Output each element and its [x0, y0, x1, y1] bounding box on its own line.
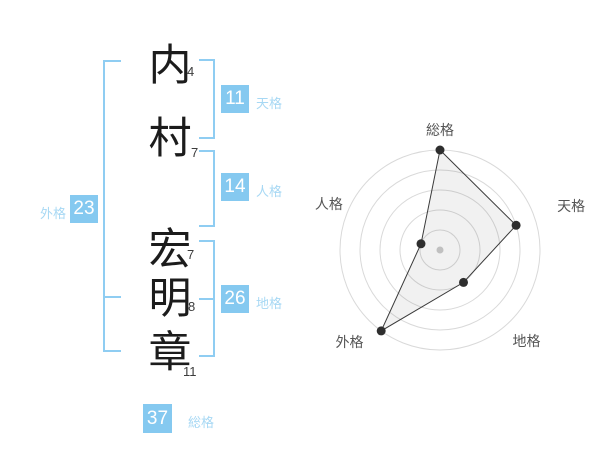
radar-point: [511, 220, 521, 230]
jinkaku-bracket-tick-top: [199, 150, 215, 152]
gaikaku-value-box: 23: [70, 195, 98, 223]
chikaku-bracket-tick-mid: [199, 298, 215, 300]
name-char-5: 章: [148, 329, 192, 377]
stroke-count-5: 11: [183, 364, 197, 379]
radar-point: [435, 145, 445, 155]
tenkaku-label: 天格: [256, 96, 283, 111]
stroke-count-1: 4: [187, 64, 195, 79]
gaikaku-bracket-tick-bottom: [103, 350, 121, 352]
name-char-1: 内: [148, 42, 192, 90]
radar-axis-label: 人格: [315, 196, 343, 212]
radar-center-dot: [436, 246, 444, 254]
radar-grid-ring: [379, 189, 501, 311]
soukaku-label: 総格: [188, 415, 215, 430]
jinkaku-bracket-line: [213, 150, 215, 227]
name-char-4: 明: [148, 275, 192, 323]
chikaku-bracket-tick-bottom: [199, 355, 215, 357]
gaikaku-bracket-tick-mid: [103, 296, 121, 298]
stroke-count-3: 7: [187, 247, 195, 262]
radar-point: [376, 326, 386, 336]
tenkaku-bracket-tick-bottom: [199, 137, 215, 139]
radar-axis-label: 外格: [336, 334, 364, 350]
soukaku-value-box: 37: [143, 404, 172, 433]
name-char-3: 宏: [148, 226, 192, 274]
radar-axis-label: 天格: [557, 198, 585, 214]
tenkaku-bracket-line: [213, 59, 215, 139]
gaikaku-bracket-tick-top: [103, 60, 121, 62]
radar-polygon: [380, 148, 517, 333]
stroke-count-2: 7: [191, 145, 199, 160]
chikaku-value-box: 26: [221, 285, 249, 313]
radar-grid-ring: [359, 169, 521, 331]
gaikaku-label: 外格: [39, 206, 66, 221]
radar-grid-ring: [419, 229, 461, 271]
tenkaku-bracket-tick-top: [199, 59, 215, 61]
radar-axis-label: 総格: [426, 122, 454, 138]
jinkaku-bracket-tick-bottom: [199, 225, 215, 227]
chikaku-bracket-tick-top: [199, 240, 215, 242]
radar-axis-label: 地格: [513, 333, 541, 349]
stroke-count-4: 8: [188, 299, 196, 314]
jinkaku-value-box: 14: [221, 173, 249, 201]
tenkaku-value-box: 11: [221, 85, 249, 113]
gaikaku-bracket-line: [103, 60, 105, 352]
radar-point: [459, 277, 468, 287]
radar-grid-ring: [399, 209, 481, 291]
name-char-2: 村: [148, 115, 192, 163]
chikaku-label: 地格: [256, 296, 283, 311]
radar-point: [416, 239, 426, 249]
jinkaku-label: 人格: [256, 184, 283, 199]
